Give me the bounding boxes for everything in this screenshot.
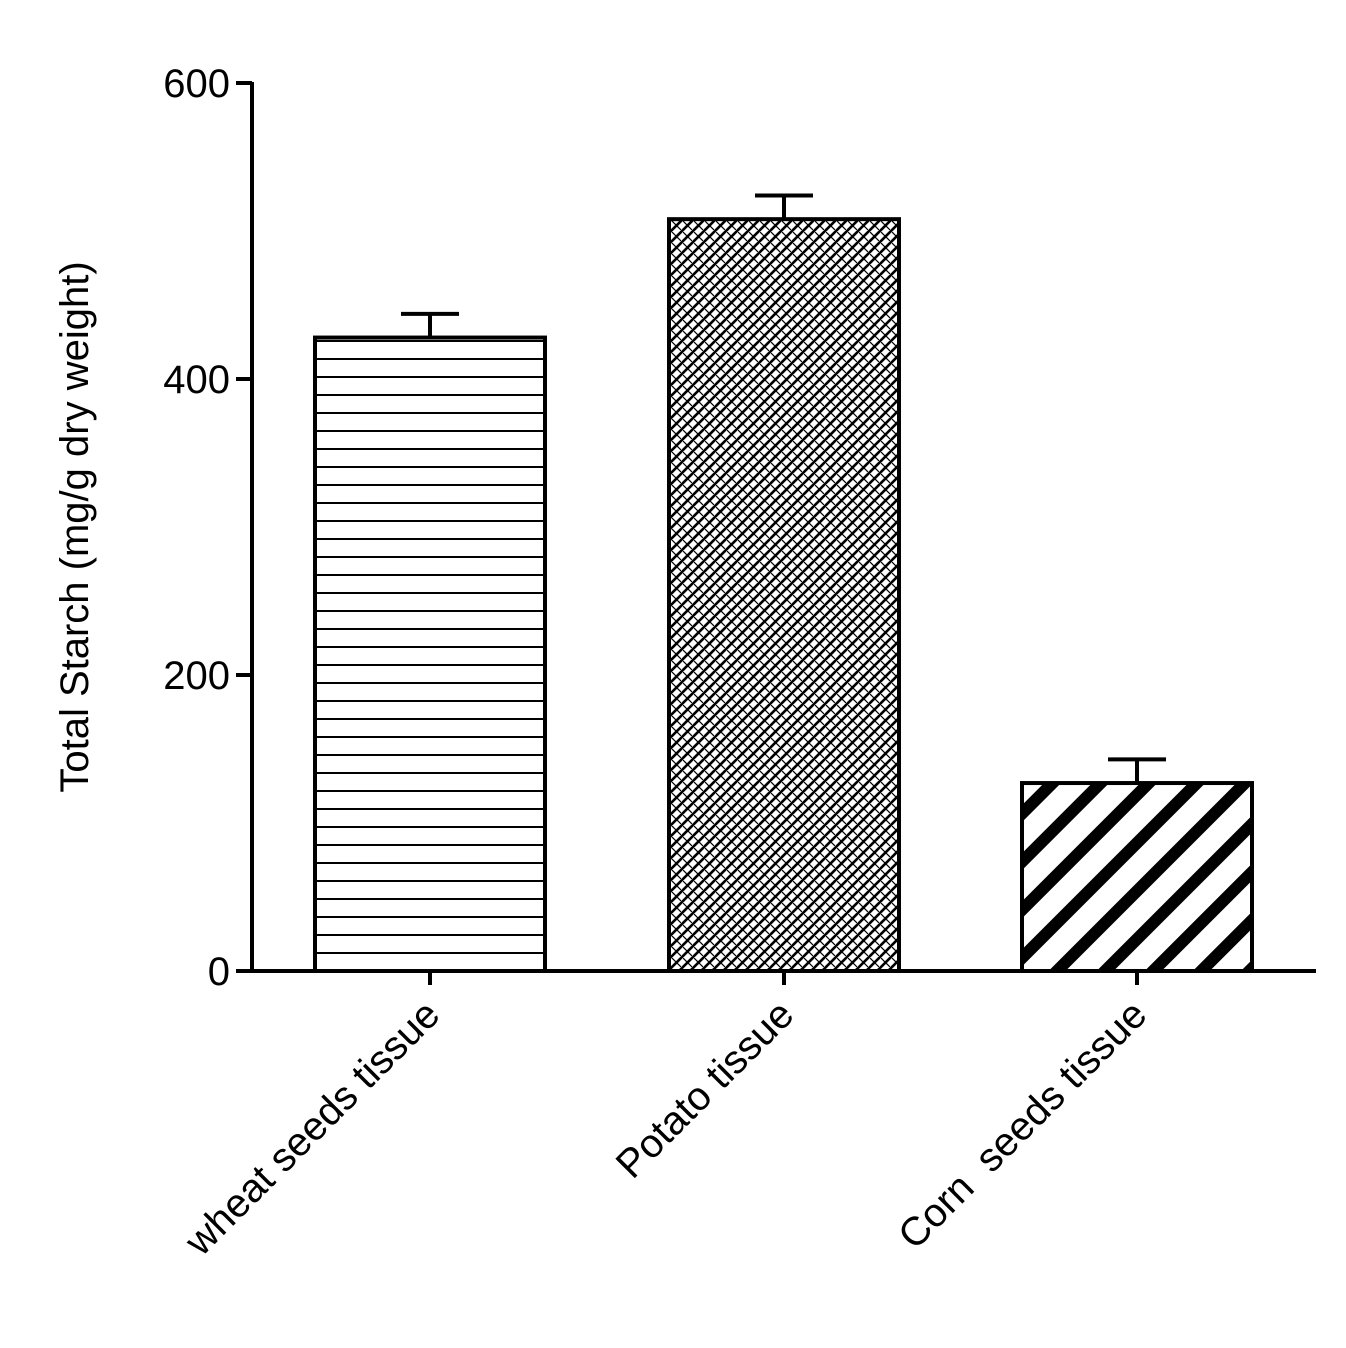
labels: 0 200 400 600 wheat seeds tissue Potato tissu… [163, 62, 1155, 1265]
y-tick-label: 0 [208, 950, 230, 994]
y-axis-title: Total Starch (mg/g dry weight) [53, 261, 97, 792]
bar [313, 335, 547, 973]
x-category-label: Corn seeds tissue [890, 992, 1155, 1257]
bar [667, 217, 901, 974]
bars [313, 193, 1254, 974]
x-category-label: Potato tissue [608, 992, 803, 1187]
x-category-label: wheat seeds tissue [176, 992, 448, 1264]
bar [1020, 781, 1254, 973]
y-tick-label: 200 [163, 654, 230, 698]
y-tick-label: 400 [163, 358, 230, 402]
y-tick-label: 600 [163, 62, 230, 106]
